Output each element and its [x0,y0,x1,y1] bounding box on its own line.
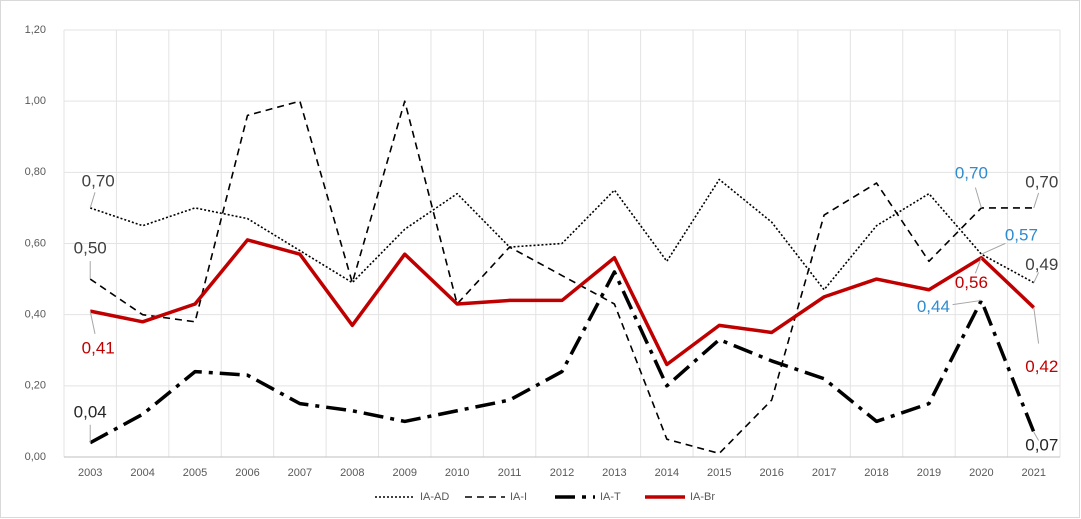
x-tick-label: 2012 [550,467,574,479]
x-tick-label: 2021 [1022,467,1046,479]
x-tick-label: 2006 [235,467,259,479]
legend-label: IA-I [510,491,527,503]
label-leader [1033,272,1040,283]
x-tick-label: 2011 [498,467,522,479]
x-tick-label: 2010 [445,467,469,479]
value-label: 0,56 [955,273,988,292]
x-tick-label: 2014 [655,467,679,479]
line-series [89,270,1036,445]
x-tick-label: 2018 [864,467,888,479]
label-leader [974,257,982,274]
y-tick-label: 0,00 [25,451,46,463]
value-label: 0,50 [74,239,107,258]
value-label: 0,70 [82,171,115,190]
y-tick-label: 0,60 [25,237,46,249]
x-tick-label: 2015 [707,467,731,479]
x-tick-label: 2004 [130,467,154,479]
line-series [89,178,1035,291]
label-leader [1033,192,1040,209]
label-leader [1033,431,1040,441]
value-label: 0,42 [1025,357,1058,376]
value-label: 0,49 [1025,255,1058,274]
label-leader [1033,307,1040,344]
y-tick-label: 0,80 [25,166,46,178]
x-tick-label: 2008 [340,467,364,479]
line-series [89,238,1035,367]
y-tick-label: 1,00 [25,95,46,107]
legend-label: IA-T [600,491,621,503]
x-tick-label: 2013 [602,467,626,479]
x-tick-label: 2016 [759,467,783,479]
y-tick-label: 1,20 [25,24,46,36]
label-leader [89,192,96,209]
x-tick-label: 2005 [183,467,207,479]
x-tick-label: 2017 [812,467,836,479]
label-leader [981,242,1006,255]
x-tick-label: 2019 [917,467,941,479]
x-tick-label: 2003 [78,467,102,479]
line-series [89,100,1034,455]
legend-label: IA-AD [420,491,449,503]
x-tick-label: 2020 [969,467,993,479]
y-tick-label: 0,40 [25,309,46,321]
value-label: 0,44 [917,297,950,316]
y-tick-label: 0,20 [25,380,46,392]
label-leader [952,299,982,306]
value-label: 0,57 [1005,226,1038,245]
legend-label: IA-Br [690,491,715,503]
value-label: 0,70 [1025,172,1058,191]
value-label: 0,70 [955,163,988,182]
x-tick-label: 2009 [392,467,416,479]
value-label: 0,04 [74,402,107,421]
label-leader [974,187,982,209]
value-label: 0,07 [1025,436,1058,455]
label-leader [89,311,96,335]
value-label: 0,41 [82,339,115,358]
x-tick-label: 2007 [288,467,312,479]
